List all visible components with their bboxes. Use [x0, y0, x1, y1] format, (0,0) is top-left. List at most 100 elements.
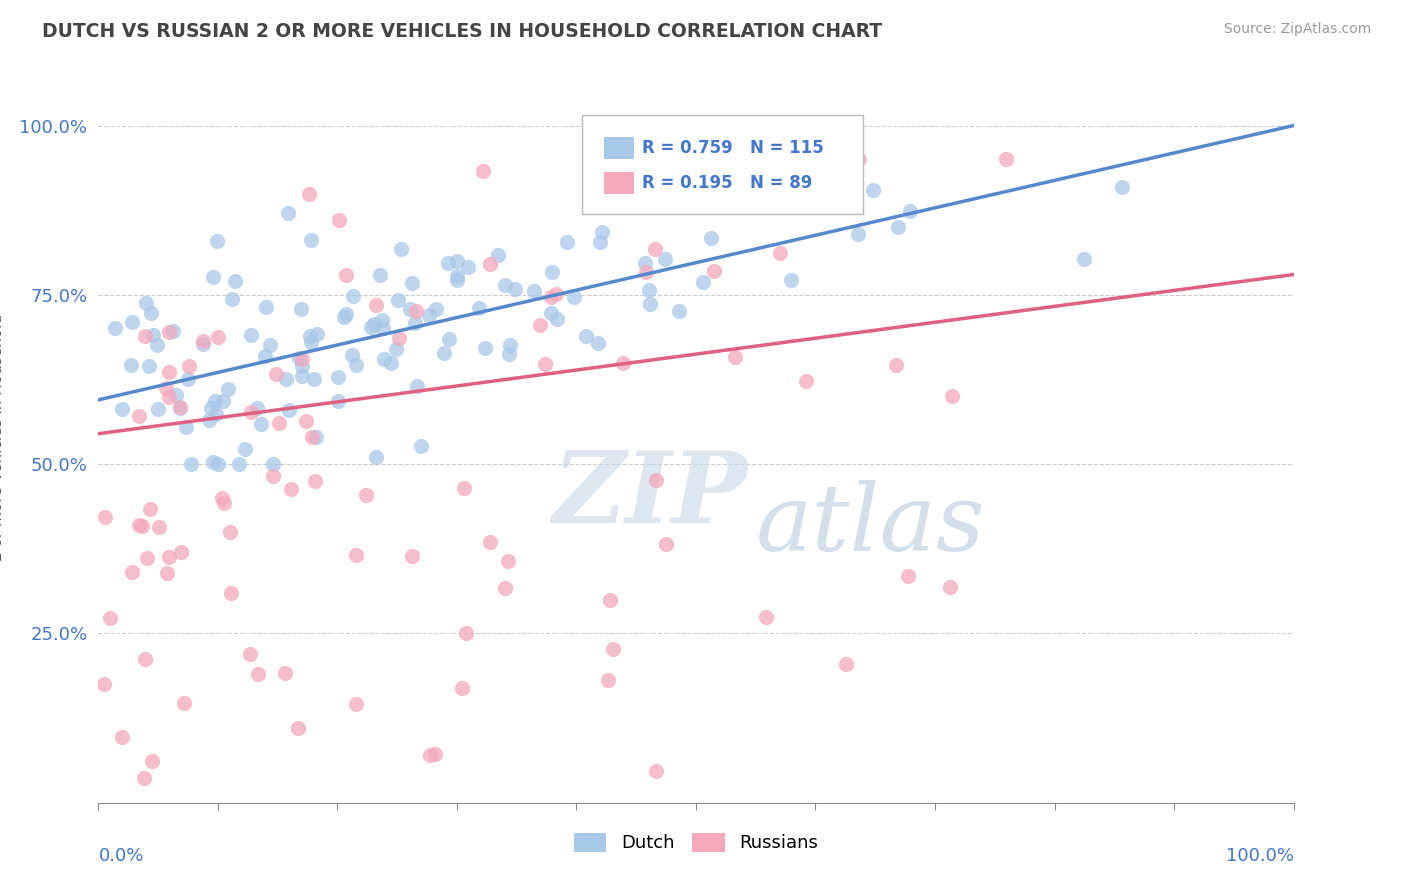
Point — [173, 696, 195, 710]
Point — [344, 548, 367, 562]
Point — [254, 300, 277, 314]
Point — [212, 393, 235, 408]
Point — [204, 393, 226, 408]
Point — [471, 164, 494, 178]
Point — [340, 348, 363, 362]
Point — [297, 187, 319, 202]
Point — [446, 268, 468, 283]
FancyBboxPatch shape — [605, 171, 634, 194]
Point — [290, 301, 312, 316]
Point — [277, 206, 299, 220]
Point — [544, 287, 567, 301]
Point — [494, 581, 516, 595]
Point — [304, 372, 326, 386]
Point — [94, 509, 117, 524]
Point — [496, 554, 519, 568]
Point — [794, 374, 817, 388]
Legend: Dutch, Russians: Dutch, Russians — [567, 826, 825, 860]
Point — [305, 327, 328, 342]
Point — [862, 183, 884, 197]
Point — [398, 301, 420, 316]
Point — [655, 536, 678, 550]
Point — [404, 316, 426, 330]
Point — [848, 153, 870, 167]
Point — [333, 310, 356, 324]
Point — [291, 369, 314, 384]
Point — [239, 647, 262, 661]
Point — [405, 304, 427, 318]
Text: atlas: atlas — [756, 480, 986, 570]
Point — [335, 268, 357, 282]
Point — [494, 277, 516, 292]
Point — [176, 371, 198, 385]
Point — [546, 312, 568, 326]
FancyBboxPatch shape — [605, 137, 634, 159]
Point — [654, 252, 676, 266]
Point — [141, 305, 163, 319]
Point — [419, 748, 441, 763]
Point — [111, 402, 134, 417]
Point — [366, 298, 388, 312]
Point — [446, 273, 468, 287]
Text: DUTCH VS RUSSIAN 2 OR MORE VEHICLES IN HOUSEHOLD CORRELATION CHART: DUTCH VS RUSSIAN 2 OR MORE VEHICLES IN H… — [42, 22, 883, 41]
Point — [174, 420, 197, 434]
Point — [423, 747, 446, 761]
Point — [138, 502, 160, 516]
Point — [128, 517, 150, 532]
Point — [134, 329, 156, 343]
Point — [165, 388, 187, 402]
Point — [346, 358, 368, 372]
Point — [523, 284, 546, 298]
Point — [479, 256, 502, 270]
Point — [170, 544, 193, 558]
Point — [262, 469, 284, 483]
Point — [418, 308, 440, 322]
Point — [93, 677, 115, 691]
Point — [201, 455, 224, 469]
Point — [633, 256, 655, 270]
Point — [247, 667, 270, 681]
Point — [468, 301, 491, 315]
Point — [156, 566, 179, 581]
Point — [636, 265, 658, 279]
Point — [595, 126, 617, 140]
Point — [180, 457, 202, 471]
Point — [994, 153, 1017, 167]
Point — [486, 248, 509, 262]
Point — [640, 297, 662, 311]
Point — [433, 345, 456, 359]
Point — [562, 290, 585, 304]
Point — [534, 357, 557, 371]
Point — [645, 474, 668, 488]
Point — [612, 356, 634, 370]
Point — [724, 350, 747, 364]
Point — [291, 352, 314, 367]
Text: Source: ZipAtlas.com: Source: ZipAtlas.com — [1223, 22, 1371, 37]
Point — [169, 401, 191, 415]
Point — [692, 275, 714, 289]
Point — [288, 351, 311, 366]
Point — [575, 329, 598, 343]
Point — [342, 289, 364, 303]
Point — [287, 721, 309, 735]
Point — [267, 417, 290, 431]
Point — [191, 337, 214, 351]
Point — [344, 697, 367, 711]
Point — [478, 535, 501, 549]
Point — [328, 213, 350, 227]
Point — [529, 318, 551, 332]
Point — [221, 293, 243, 307]
Point — [157, 550, 180, 565]
Point — [169, 401, 191, 415]
Point — [703, 264, 725, 278]
Point — [262, 457, 284, 471]
Point — [363, 317, 385, 331]
Point — [233, 442, 256, 456]
Point — [884, 358, 907, 372]
Point — [846, 227, 869, 241]
Point — [202, 269, 225, 284]
Point — [768, 245, 790, 260]
Point — [668, 304, 690, 318]
Point — [941, 389, 963, 403]
Point — [898, 204, 921, 219]
